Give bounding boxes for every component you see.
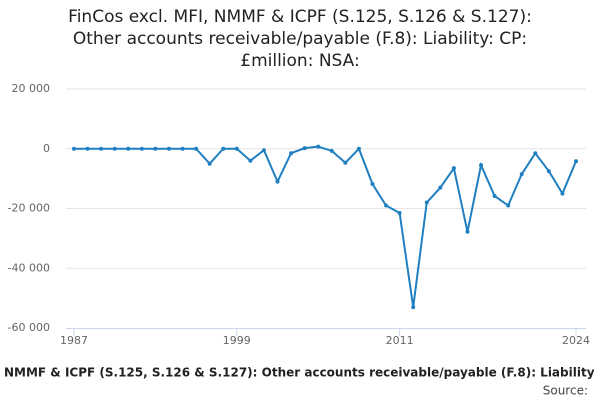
x-tick-label: 2024: [562, 334, 590, 347]
point: [343, 160, 348, 165]
point: [546, 169, 551, 174]
point: [316, 144, 321, 149]
point: [275, 179, 280, 184]
point: [207, 161, 212, 166]
point: [370, 182, 375, 187]
point: [574, 159, 578, 164]
y-tick-label: -40 000: [8, 261, 50, 274]
line: [74, 145, 577, 308]
chart-title: FinCos excl. MFI, NMMF & ICPF (S.125, S.…: [68, 7, 532, 27]
y-tick-label: -60 000: [8, 321, 50, 334]
y-tick-label: -20 000: [8, 202, 50, 215]
point: [519, 172, 524, 177]
point: [194, 146, 199, 151]
point: [99, 146, 104, 151]
point: [506, 203, 511, 208]
point: [329, 148, 334, 153]
point: [384, 203, 389, 208]
chart-title: Other accounts receivable/payable (F.8):…: [73, 29, 527, 49]
point: [492, 193, 497, 198]
point: [153, 146, 158, 151]
y-tick-label: 0: [43, 142, 50, 155]
point: [479, 163, 484, 168]
point: [166, 146, 171, 151]
point: [397, 210, 402, 215]
point: [356, 146, 361, 151]
point: [424, 200, 429, 205]
point: [248, 158, 253, 163]
y-tick-label: 20 000: [12, 82, 51, 95]
point: [451, 166, 456, 171]
x-tick-label: 2011: [386, 334, 414, 347]
point: [438, 185, 443, 190]
point: [302, 146, 307, 151]
chart-title: £million: NSA:: [240, 51, 359, 71]
point: [72, 146, 76, 151]
point: [180, 146, 185, 151]
point: [85, 146, 90, 151]
point: [261, 148, 266, 153]
series-label: NMMF & ICPF (S.125, S.126 & S.127): Othe…: [4, 366, 595, 380]
point: [465, 229, 470, 234]
point: [139, 146, 144, 151]
point: [221, 146, 226, 151]
x-tick-label: 1999: [223, 334, 251, 347]
source: Source:: [543, 384, 588, 398]
point: [126, 146, 131, 151]
point: [289, 151, 294, 156]
point: [560, 191, 565, 196]
point: [112, 146, 117, 151]
x-tick-label: 1987: [60, 334, 88, 347]
point: [411, 305, 416, 310]
point: [234, 146, 239, 151]
point: [533, 151, 538, 156]
